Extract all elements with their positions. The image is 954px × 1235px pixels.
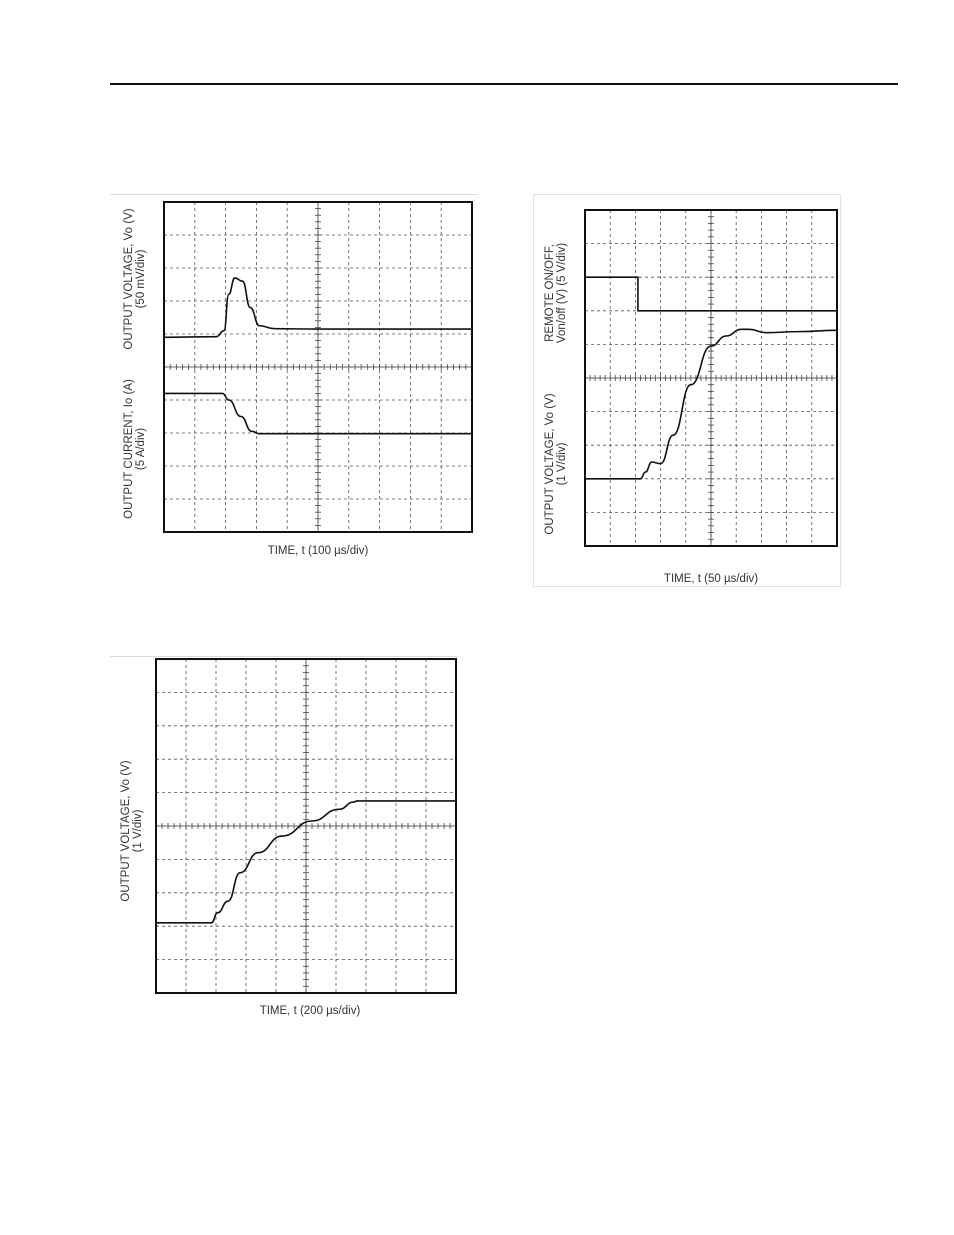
oscilloscope-plot <box>584 209 838 547</box>
chart-panel-startup: OUTPUT VOLTAGE, Vo (V) (1 V/div) TIME, t … <box>110 656 458 1024</box>
oscilloscope-plot <box>163 201 473 533</box>
panel-border <box>110 656 458 1024</box>
plot-border <box>155 658 457 994</box>
trace-line-1 <box>585 276 837 312</box>
plot-border <box>584 209 838 547</box>
header-rule <box>110 83 898 85</box>
trace-line-1 <box>155 800 456 924</box>
panel-border <box>533 194 841 587</box>
chart-panel-remote-on: REMOTE ON/OFF, Von/off (V) (5 V/div) OUTP… <box>533 194 841 587</box>
oscilloscope-plot <box>155 658 457 994</box>
y-axis-label: OUTPUT VOLTAGE, Vo (V) (1 V/div) <box>120 760 144 902</box>
x-axis-label: TIME, t (50 µs/div) <box>663 573 759 585</box>
y-axis-label-top: OUTPUT VOLTAGE, Vo (V) (50 mV/div) <box>123 208 147 350</box>
panel-border <box>110 194 478 568</box>
y-axis-label-bottom: OUTPUT VOLTAGE, Vo (V) (1 V/div) <box>544 393 568 535</box>
plot-border <box>163 201 473 533</box>
trace-line-2 <box>164 392 472 435</box>
chart-panel-load-step: OUTPUT VOLTAGE, Vo (V) (50 mV/div) OUTPUT… <box>110 194 478 568</box>
y-axis-label-bottom: OUTPUT CURRENT, Io (A) (5 A/div) <box>123 378 147 519</box>
x-axis-label: TIME, t (200 µs/div) <box>259 1005 361 1017</box>
trace-line-2 <box>585 328 838 480</box>
trace-line-1 <box>163 277 472 339</box>
y-axis-label-top: REMOTE ON/OFF, Von/off (V) (5 V/div) <box>544 242 568 344</box>
x-axis-label: TIME, t (100 µs/div) <box>267 545 369 557</box>
